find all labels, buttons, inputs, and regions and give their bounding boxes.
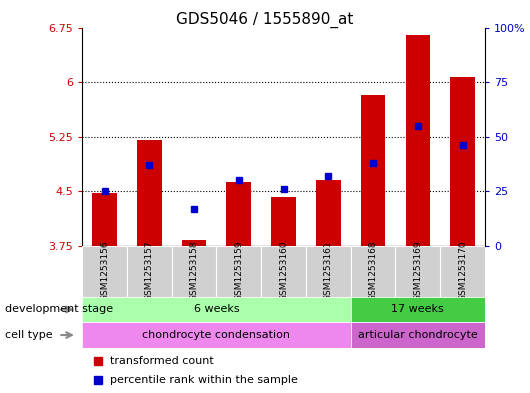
Bar: [216, 246, 261, 297]
Bar: [316, 180, 341, 246]
Bar: [182, 240, 206, 246]
Bar: [440, 246, 485, 297]
Bar: [137, 140, 162, 246]
Text: GSM1253161: GSM1253161: [324, 241, 333, 301]
Text: transformed count: transformed count: [110, 356, 214, 366]
Bar: [226, 182, 251, 246]
Bar: [351, 246, 395, 297]
Text: cell type: cell type: [5, 330, 53, 340]
Text: GSM1253158: GSM1253158: [190, 241, 199, 301]
Text: articular chondrocyte: articular chondrocyte: [358, 330, 478, 340]
Text: 6 weeks: 6 weeks: [193, 305, 239, 314]
Bar: [127, 246, 172, 297]
Text: GSM1253156: GSM1253156: [100, 241, 109, 301]
Bar: [92, 193, 117, 246]
Text: development stage: development stage: [5, 305, 113, 314]
Text: GSM1253160: GSM1253160: [279, 241, 288, 301]
Bar: [82, 297, 351, 322]
Text: GSM1253168: GSM1253168: [368, 241, 377, 301]
Text: GSM1253159: GSM1253159: [234, 241, 243, 301]
Bar: [361, 95, 385, 246]
Text: GSM1253169: GSM1253169: [413, 241, 422, 301]
Bar: [82, 246, 127, 297]
Bar: [306, 246, 351, 297]
Text: GDS5046 / 1555890_at: GDS5046 / 1555890_at: [176, 12, 354, 28]
Text: GSM1253170: GSM1253170: [458, 241, 467, 301]
Bar: [395, 246, 440, 297]
Bar: [261, 246, 306, 297]
Bar: [405, 35, 430, 246]
Bar: [172, 246, 216, 297]
Bar: [351, 297, 485, 322]
Text: chondrocyte condensation: chondrocyte condensation: [143, 330, 290, 340]
Text: 17 weeks: 17 weeks: [392, 305, 444, 314]
Bar: [82, 322, 351, 348]
Text: percentile rank within the sample: percentile rank within the sample: [110, 375, 298, 386]
Bar: [450, 77, 475, 246]
Bar: [271, 197, 296, 246]
Bar: [351, 322, 485, 348]
Text: GSM1253157: GSM1253157: [145, 241, 154, 301]
